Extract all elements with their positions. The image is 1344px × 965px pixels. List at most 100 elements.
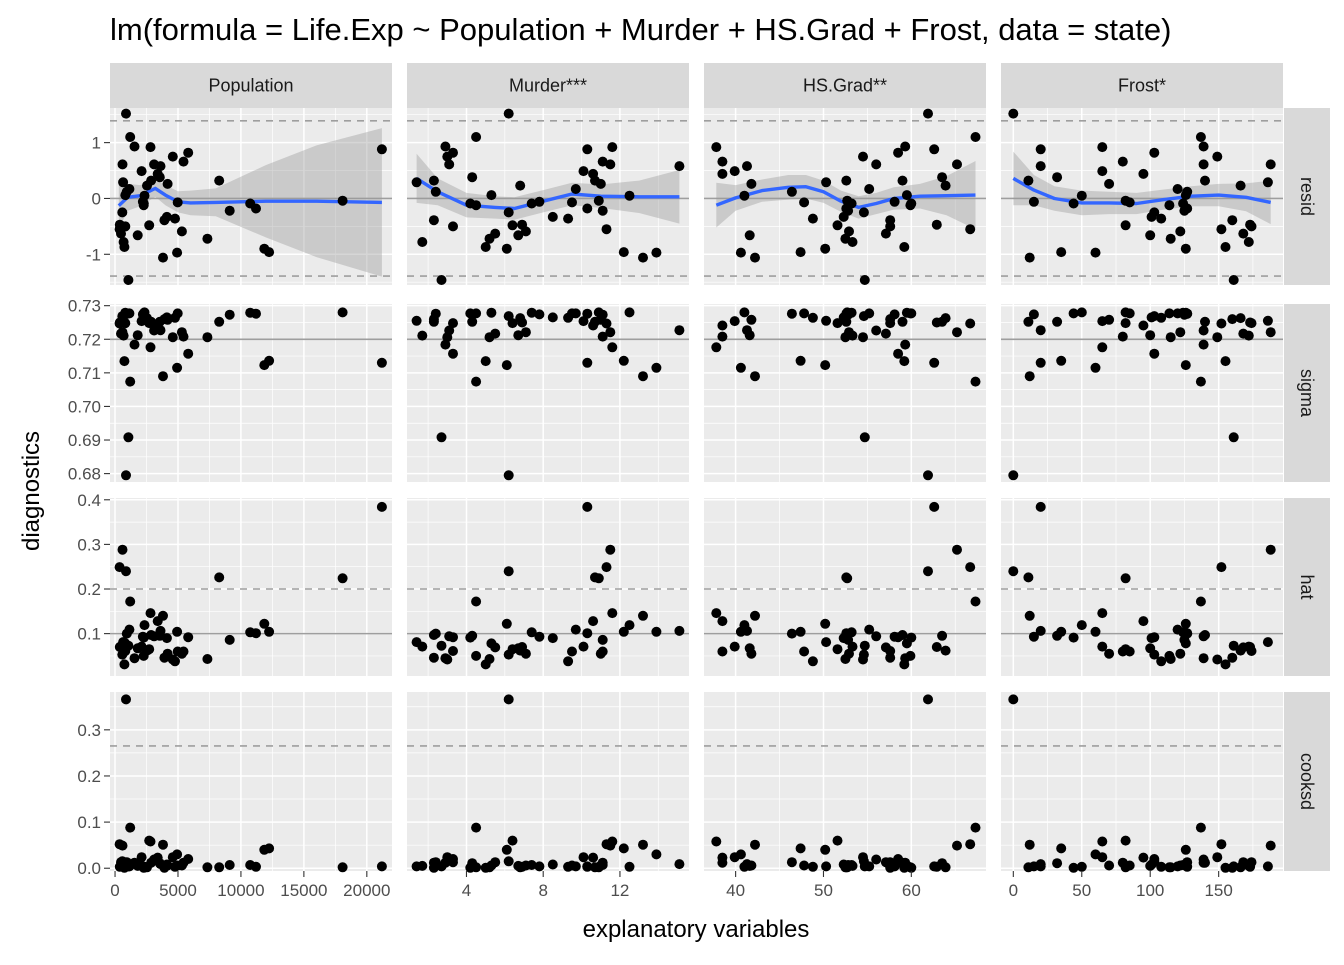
- data-point: [167, 654, 178, 665]
- data-point: [1198, 325, 1209, 336]
- panel-hat-Frost: [1001, 498, 1283, 676]
- data-point: [428, 175, 439, 186]
- data-point: [162, 314, 173, 325]
- data-point: [337, 862, 348, 873]
- data-point: [846, 627, 857, 638]
- data-point: [1052, 630, 1063, 641]
- data-point: [337, 573, 348, 584]
- data-point: [1245, 861, 1256, 872]
- data-point: [1180, 618, 1191, 629]
- panel-background: [407, 304, 689, 482]
- data-point: [1212, 332, 1223, 343]
- chart-title: lm(formula = Life.Exp ~ Population + Mur…: [110, 12, 1171, 47]
- data-point: [750, 839, 760, 850]
- data-point: [486, 307, 497, 318]
- data-point: [1220, 659, 1231, 670]
- data-point: [1245, 317, 1256, 328]
- data-point: [1156, 656, 1167, 667]
- data-point: [139, 620, 150, 631]
- data-point: [172, 646, 183, 657]
- panel-sigma-HS.Grad: [704, 304, 986, 482]
- data-point: [864, 184, 875, 194]
- data-point: [501, 360, 512, 371]
- data-point: [1182, 308, 1193, 319]
- data-point: [411, 315, 422, 326]
- data-point: [846, 198, 857, 209]
- data-point: [893, 632, 904, 643]
- data-point: [1028, 196, 1039, 207]
- data-point: [739, 307, 750, 318]
- panel-resid-Population: [110, 108, 392, 285]
- data-point: [595, 648, 606, 659]
- data-point: [1090, 849, 1101, 860]
- data-point: [145, 836, 156, 847]
- data-point: [116, 228, 126, 239]
- data-point: [578, 166, 589, 177]
- panel-hat-Population: [110, 498, 392, 676]
- data-point: [952, 327, 962, 338]
- data-point: [1182, 186, 1193, 197]
- data-point: [125, 596, 136, 607]
- data-point: [183, 147, 194, 158]
- data-point: [1198, 141, 1209, 152]
- data-point: [1056, 247, 1067, 258]
- data-point: [121, 186, 132, 197]
- data-point: [149, 159, 160, 170]
- data-point: [172, 308, 183, 319]
- data-point: [717, 857, 728, 868]
- data-point: [940, 180, 951, 191]
- data-point: [1076, 307, 1087, 318]
- data-point: [832, 644, 843, 655]
- panel-cooksd-Murder: [407, 692, 689, 873]
- data-point: [1198, 857, 1209, 868]
- data-point: [1182, 628, 1193, 639]
- data-point: [923, 470, 933, 481]
- data-point: [1235, 313, 1246, 324]
- data-point: [1149, 632, 1160, 643]
- data-point: [1195, 596, 1206, 607]
- data-point: [1178, 198, 1189, 209]
- data-point: [1117, 156, 1128, 167]
- data-point: [224, 634, 235, 645]
- data-point: [172, 860, 183, 871]
- data-point: [154, 172, 165, 183]
- data-point: [214, 862, 225, 873]
- data-point: [729, 166, 740, 177]
- data-point: [1124, 197, 1135, 208]
- data-point: [952, 544, 962, 555]
- data-point: [526, 860, 537, 870]
- data-point: [467, 172, 478, 183]
- y-tick-label-sigma: 0.70: [68, 397, 101, 416]
- data-point: [618, 247, 629, 258]
- data-point: [582, 357, 593, 368]
- data-point: [1238, 328, 1249, 339]
- data-point: [123, 275, 134, 285]
- data-point: [547, 859, 558, 870]
- data-point: [859, 275, 870, 285]
- data-point: [471, 822, 482, 833]
- data-point: [158, 252, 168, 263]
- data-point: [1023, 316, 1034, 327]
- data-point: [480, 242, 491, 252]
- data-point: [923, 566, 933, 577]
- data-point: [847, 330, 858, 341]
- data-point: [158, 610, 168, 621]
- data-point: [607, 608, 618, 619]
- data-point: [337, 195, 348, 206]
- data-point: [832, 835, 843, 846]
- data-point: [376, 501, 387, 512]
- data-point: [1120, 318, 1131, 329]
- data-point: [821, 637, 832, 648]
- data-point: [337, 307, 348, 318]
- y-tick-label-resid: -1: [86, 245, 101, 264]
- data-point: [593, 573, 604, 584]
- data-point: [858, 852, 868, 863]
- data-point: [172, 197, 183, 208]
- strip-HS.Grad: HS.Grad**: [704, 63, 986, 108]
- data-point: [172, 626, 183, 637]
- data-point: [1023, 572, 1034, 583]
- data-point: [1008, 108, 1019, 119]
- data-point: [717, 156, 728, 167]
